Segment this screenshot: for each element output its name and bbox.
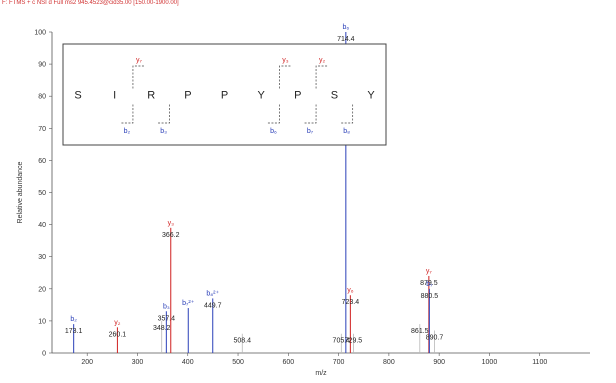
peak-mz-label: 366.2: [162, 232, 180, 239]
peaks-group: 173.1 b₂ 260.1 y₂ 348.2 357.4 b₃ 366.2 y₃ b₇²⁺ 449…: [65, 24, 443, 353]
b-fragment-bracket: [157, 104, 170, 124]
b-fragment-label: b₈: [343, 128, 350, 135]
peak-ion-label: y₃: [168, 220, 175, 227]
peak-ion-label: b₇²⁺: [182, 300, 195, 307]
peak-mz-label: 705.4: [333, 338, 351, 345]
peak-ion-label: b₆: [342, 24, 349, 31]
peak-mz-label: 723.4: [342, 299, 360, 306]
sequence-residue: I: [113, 90, 116, 102]
y-fragment-label: y₇: [136, 57, 143, 64]
peak-ion-label: y₇: [426, 268, 433, 275]
b-fragment-label: b₂: [124, 128, 131, 135]
peak-mz-label: 508.4: [233, 338, 251, 345]
peak-mz-label: 260.1: [109, 331, 127, 338]
spectrum-header: F: FTMS + c NSI d Full ms2 945.4523@cid3…: [2, 0, 179, 6]
peak-mz-label: 729.5: [345, 338, 363, 345]
peak-mz-label: 714.4: [337, 36, 355, 43]
x-axis-label: m/z: [315, 370, 327, 377]
y-tick-label: 80: [38, 94, 46, 101]
y-tick-label: 70: [38, 126, 46, 133]
x-tick-label: 1100: [532, 359, 547, 366]
y-tick-label: 0: [42, 351, 46, 358]
y-axis-label: Relative abundance: [17, 161, 24, 223]
peak-ion-label: b₃: [163, 303, 170, 310]
y-tick-label: 90: [38, 62, 46, 69]
peak-mz-label: 173.1: [65, 328, 83, 335]
y-tick-label: 60: [38, 158, 46, 165]
b-fragment-bracket: [304, 104, 317, 124]
y-fragment-bracket: [315, 65, 329, 89]
y-tick-label: 30: [38, 254, 46, 261]
y-tick-label: 50: [38, 190, 46, 197]
y-fragment-label: y₃: [282, 57, 289, 64]
inset-box: [62, 43, 387, 146]
sequence-residue: P: [294, 90, 301, 102]
peak-mz-label: 880.5: [421, 293, 439, 300]
peak-ion-label: b₇: [426, 281, 433, 288]
peak-mz-label: 879.5: [420, 280, 438, 287]
y-tick-label: 100: [34, 30, 46, 37]
x-tick-label: 600: [282, 359, 294, 366]
x-tick-label: 700: [333, 359, 345, 366]
peak-mz-label: 348.2: [153, 325, 171, 332]
sequence-residue: Y: [257, 90, 265, 102]
b-fragment-bracket: [267, 104, 280, 124]
sequence-residue: P: [184, 90, 191, 102]
x-tick-label: 400: [182, 359, 194, 366]
x-tick-label: 200: [81, 359, 93, 366]
peak-mz-label: 357.4: [158, 315, 176, 322]
peak-mz-label: 449.7: [204, 302, 222, 309]
y-fragment-label: y₂: [319, 57, 326, 64]
peak-ion-label: b₈²⁺: [206, 290, 219, 297]
sequence-inset: S I R P P Y P S Yy₇ y₃ y₂ b₂ b₃ b₆ b₇ b₈: [62, 43, 387, 146]
y-fragment-bracket: [279, 65, 292, 89]
x-tick-label: 500: [232, 359, 244, 366]
b-fragment-label: b₇: [307, 128, 314, 135]
sequence-residue: P: [221, 90, 228, 102]
x-tick-label: 800: [383, 359, 395, 366]
peak-ion-label: y₂: [114, 319, 121, 326]
peak-ion-label: y₆: [347, 287, 354, 294]
sequence-residue: Y: [367, 90, 375, 102]
peak-mz-label: 861.5: [411, 328, 429, 335]
b-fragment-bracket: [340, 104, 354, 124]
x-tick-label: 900: [433, 359, 445, 366]
y-tick-label: 40: [38, 222, 46, 229]
b-fragment-label: b₆: [270, 128, 277, 135]
x-tick-label: 300: [132, 359, 144, 366]
sequence-residue: S: [331, 90, 338, 102]
axes-group: 200 300 400 500 600 700 800 900 1000 1100 0 10 20 30 4…: [17, 30, 590, 377]
y-tick-label: 10: [38, 318, 46, 325]
b-fragment-label: b₃: [160, 128, 167, 135]
y-fragment-bracket: [132, 65, 145, 89]
sequence-residue: R: [147, 90, 155, 102]
b-fragment-bracket: [120, 104, 134, 124]
x-tick-label: 1000: [482, 359, 498, 366]
y-tick-label: 20: [38, 286, 46, 293]
sequence-residue: S: [74, 90, 81, 102]
peak-ion-label: b₂: [70, 316, 77, 323]
peak-mz-label: 890.7: [426, 335, 444, 342]
